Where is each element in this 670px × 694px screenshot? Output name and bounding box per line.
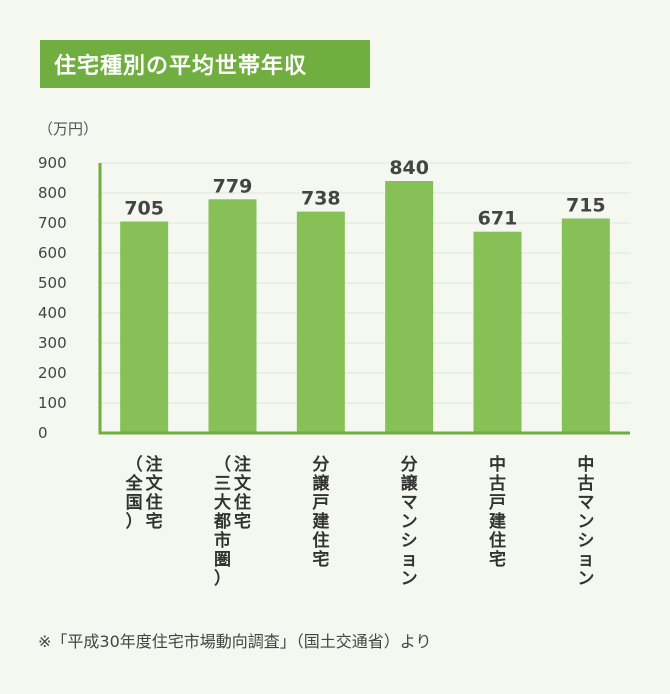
category-label-char: 住: [234, 492, 251, 513]
bar: [296, 211, 345, 432]
category-label-char: 宅: [234, 511, 251, 532]
data-label: 705: [124, 198, 164, 220]
category-label-char: 戸: [489, 493, 506, 513]
category-label-char: ）: [126, 511, 143, 532]
category-label-char: 注: [234, 454, 251, 475]
category-label-char: 建: [312, 511, 329, 532]
y-tick-label: 400: [38, 304, 67, 322]
data-label: 738: [301, 188, 341, 210]
category-label-char: マ: [401, 493, 418, 513]
y-tick-label: 0: [38, 424, 48, 442]
category-label-char: 市: [214, 530, 231, 551]
category-label-char: 三: [214, 474, 231, 494]
category-label-char: 譲: [312, 473, 330, 494]
category-label-char: 中: [489, 454, 506, 475]
category-label-char: 住: [312, 530, 329, 551]
y-tick-label: 200: [38, 364, 67, 382]
y-tick-label: 300: [38, 334, 67, 352]
category-label-char: ョ: [401, 550, 418, 570]
category-label-char: マ: [577, 493, 594, 513]
bar-chart: 0100200300400500600700800900705注文住宅（全国）7…: [38, 154, 630, 589]
y-tick-label: 900: [38, 154, 67, 172]
category-label-char: 分: [401, 455, 418, 475]
y-tick-label: 700: [38, 214, 67, 232]
category-label-char: シ: [401, 531, 418, 551]
category-label-char: 建: [489, 511, 506, 532]
category-label-char: 全: [125, 473, 144, 494]
bar: [473, 231, 522, 432]
data-label: 779: [213, 175, 253, 197]
source-note: ※「平成30年度住宅市場動向調査」（国土交通省）より: [38, 632, 432, 651]
category-label-char: （: [214, 454, 231, 475]
category-label-char: ン: [401, 569, 418, 589]
category-label-char: 古: [489, 473, 506, 494]
category-label-char: 古: [577, 473, 594, 494]
category-label-char: 戸: [312, 493, 329, 513]
category-label-char: 分: [312, 455, 329, 475]
category-label-char: 宅: [489, 549, 506, 570]
chart-title: 住宅種別の平均世帯年収: [40, 40, 370, 88]
category-label-char: 中: [577, 454, 594, 475]
category-label-char: 譲: [401, 473, 419, 494]
y-tick-label: 100: [38, 394, 67, 412]
category-label-char: 文: [234, 473, 252, 494]
y-tick-label: 800: [38, 184, 67, 202]
category-label-char: 住: [146, 492, 163, 513]
category-label-char: （: [126, 454, 143, 475]
category-label-char: ）: [214, 568, 231, 589]
category-label-char: ン: [577, 512, 594, 532]
category-label-char: 圏: [214, 550, 231, 570]
y-tick-label: 600: [38, 244, 67, 262]
category-label-char: シ: [577, 531, 594, 551]
bar: [385, 181, 434, 432]
category-label-char: ョ: [577, 550, 594, 570]
category-label-char: ン: [577, 569, 594, 589]
data-label: 671: [478, 208, 518, 230]
category-label-char: 住: [489, 530, 506, 551]
category-label-char: 宅: [312, 549, 329, 570]
data-label: 715: [566, 195, 606, 217]
category-label-char: 大: [214, 492, 231, 513]
category-label-char: 注: [146, 454, 163, 475]
category-label-char: ン: [401, 512, 418, 532]
bar: [561, 218, 610, 432]
data-label: 840: [389, 157, 429, 179]
category-label-char: 宅: [146, 511, 163, 532]
category-label-char: 国: [126, 493, 143, 513]
bar: [208, 199, 257, 432]
y-tick-label: 500: [38, 274, 67, 292]
category-label-char: 都: [213, 511, 231, 532]
bar: [120, 221, 169, 432]
unit-label: （万円）: [38, 120, 99, 138]
category-label-char: 文: [146, 473, 164, 494]
